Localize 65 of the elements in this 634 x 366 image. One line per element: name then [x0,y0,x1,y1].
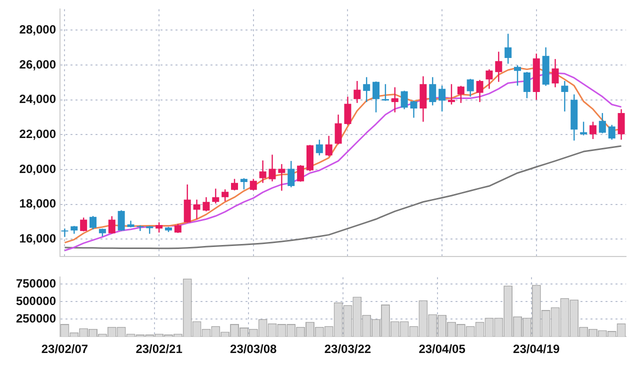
y-tick-label: 22,000 [19,126,56,141]
candlestick [372,80,380,113]
candlestick [278,163,286,192]
candlestick [325,135,332,157]
x-tick-label: 23/03/08 [230,342,278,356]
candlestick [598,112,606,134]
candlestick [156,222,163,234]
candlestick [297,164,304,182]
candlestick [391,86,398,113]
candlestick [231,178,238,191]
candlestick [561,80,568,112]
candlestick [618,108,625,140]
x-tick-label: 23/02/21 [136,342,183,356]
candlestick [363,76,370,103]
candlestick [316,139,323,156]
candlestick [400,90,408,110]
y-tick-label: 250000 [16,311,56,326]
candlestick [504,33,512,64]
candlestick [184,184,191,224]
candlestick [589,121,596,140]
candlestick [438,85,446,112]
y-tick-label: 26,000 [19,57,56,72]
candlestick [240,178,248,190]
candlestick [382,84,389,102]
candlestick [118,210,125,232]
x-tick-label: 23/02/07 [41,342,88,356]
y-tick-label: 28,000 [19,22,56,36]
candlestick [212,188,220,204]
y-tick-label: 16,000 [19,231,56,246]
candlestick [354,80,361,104]
candlestick [466,78,474,98]
candlestick [552,58,559,88]
candlestick [344,96,352,126]
candlestick [486,68,493,90]
x-tick-label: 23/04/05 [418,342,466,356]
candlestick [288,160,295,188]
candlestick [268,154,276,182]
candlestick [250,178,257,191]
y-tick-label: 18,000 [19,196,56,211]
candlestick [608,124,616,140]
y-tick-label: 500000 [16,294,56,308]
candlestick [80,216,88,232]
candlestick [429,76,436,106]
candlestick [334,114,342,145]
candlestick [457,85,464,104]
candlestick [580,121,588,136]
candlestick [193,199,200,220]
candlestick [174,223,182,234]
candlestick [90,215,97,230]
y-tick-label: 20,000 [19,162,56,176]
candlestick [410,100,418,118]
candlestick [61,228,68,238]
x-tick-label: 23/04/19 [513,342,560,356]
y-tick-label: 750000 [16,276,56,290]
candlestick [222,188,229,202]
candlestick [108,216,116,234]
candlestick [523,71,530,99]
candlestick [514,64,522,86]
y-tick-label: 24,000 [19,92,56,106]
candlestick [259,160,266,184]
x-tick-label: 23/03/22 [324,342,372,356]
candlestick [476,79,484,103]
candlestick [136,224,144,232]
candlestick [495,51,502,82]
candlestick [202,196,210,212]
